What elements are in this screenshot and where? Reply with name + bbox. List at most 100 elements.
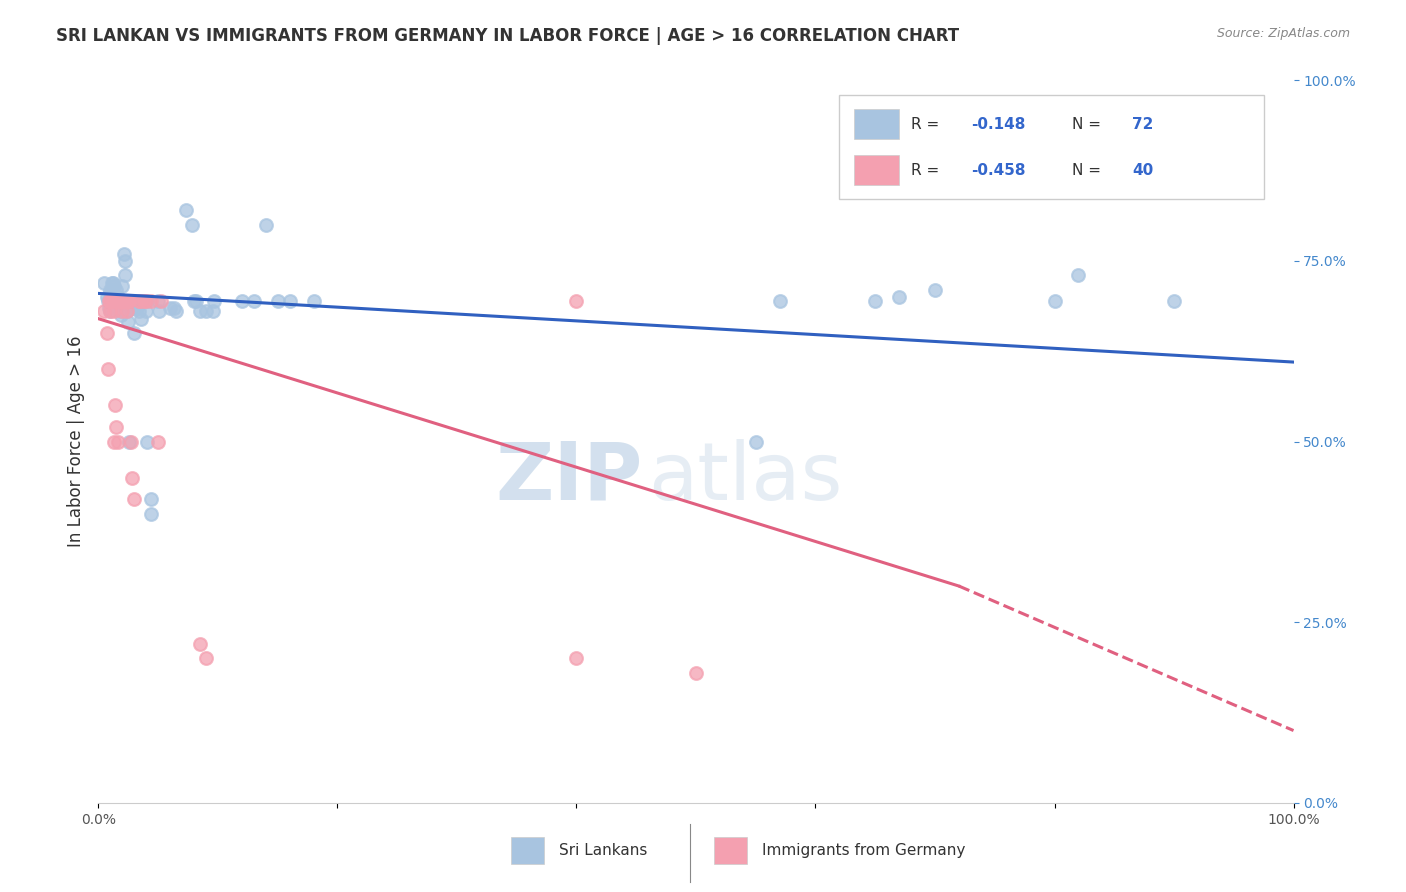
Point [103,434,125,449]
Text: Sri Lankans: Sri Lankans [558,843,647,858]
Point [111,304,134,318]
Point [254,218,277,232]
Point [105,283,128,297]
Point [103,279,125,293]
Point [132,293,155,308]
Point [302,293,325,308]
Point [129,293,152,308]
Point [107,293,129,308]
Point [107,293,129,308]
Point [865,293,887,308]
Point [1067,268,1090,283]
Point [243,293,266,308]
Point [117,293,139,308]
Point [107,293,129,308]
Point [231,293,253,308]
Text: ZIP: ZIP [495,439,643,516]
Point [136,434,159,449]
Text: SRI LANKAN VS IMMIGRANTS FROM GERMANY IN LABOR FORCE | AGE > 16 CORRELATION CHAR: SRI LANKAN VS IMMIGRANTS FROM GERMANY IN… [56,27,959,45]
Point [101,276,124,290]
Point [111,279,134,293]
Point [103,290,125,304]
Point [110,308,132,322]
Point [136,293,159,308]
Text: R =: R = [911,162,945,178]
Point [112,246,135,260]
Text: R =: R = [911,117,945,131]
Point [148,293,170,308]
Point [118,293,141,308]
Point [135,304,157,318]
Point [267,293,290,308]
Text: Immigrants from Germany: Immigrants from Germany [762,843,965,858]
Point [685,665,707,680]
Point [98,301,121,315]
Point [115,293,138,308]
Point [98,293,122,308]
Point [103,304,125,318]
Point [768,293,790,308]
Point [121,301,143,315]
Point [180,218,202,232]
Point [124,293,146,308]
FancyBboxPatch shape [510,837,544,864]
Point [120,434,142,449]
Point [98,293,122,308]
Point [278,293,301,308]
Point [188,637,211,651]
Y-axis label: In Labor Force | Age > 16: In Labor Force | Age > 16 [66,335,84,548]
FancyBboxPatch shape [714,837,748,864]
FancyBboxPatch shape [839,95,1264,200]
Point [93,304,115,318]
Point [110,293,132,308]
Point [139,293,162,308]
Point [97,362,120,376]
Point [114,268,136,283]
Point [565,651,588,665]
Point [195,651,218,665]
Point [105,290,128,304]
Point [98,304,122,318]
FancyBboxPatch shape [853,109,900,139]
Point [100,290,122,304]
Point [128,293,150,308]
Text: -0.458: -0.458 [972,162,1025,178]
Point [183,293,205,308]
Point [105,293,128,308]
Point [108,304,131,318]
Point [117,293,139,308]
Point [195,304,218,318]
Point [107,434,129,449]
Point [159,301,181,315]
Text: 40: 40 [1132,162,1153,178]
Point [96,290,118,304]
Point [93,276,115,290]
Point [104,398,127,412]
Text: -0.148: -0.148 [972,117,1025,131]
Point [111,293,134,308]
Point [117,315,139,329]
Point [120,293,142,308]
Text: atlas: atlas [648,439,842,516]
Point [125,301,148,315]
Point [128,304,150,318]
Point [1163,293,1185,308]
Point [114,293,136,308]
Point [101,293,124,308]
Point [103,293,125,308]
Point [924,283,946,297]
Point [96,326,118,340]
Point [114,253,136,268]
Point [148,304,170,318]
Point [98,304,122,318]
Point [131,293,153,308]
Point [97,293,120,308]
Point [124,293,146,308]
Text: Source: ZipAtlas.com: Source: ZipAtlas.com [1216,27,1350,40]
Point [98,286,122,301]
Point [135,293,157,308]
Point [98,283,122,297]
Point [107,290,129,304]
Point [565,293,588,308]
Text: N =: N = [1073,162,1107,178]
